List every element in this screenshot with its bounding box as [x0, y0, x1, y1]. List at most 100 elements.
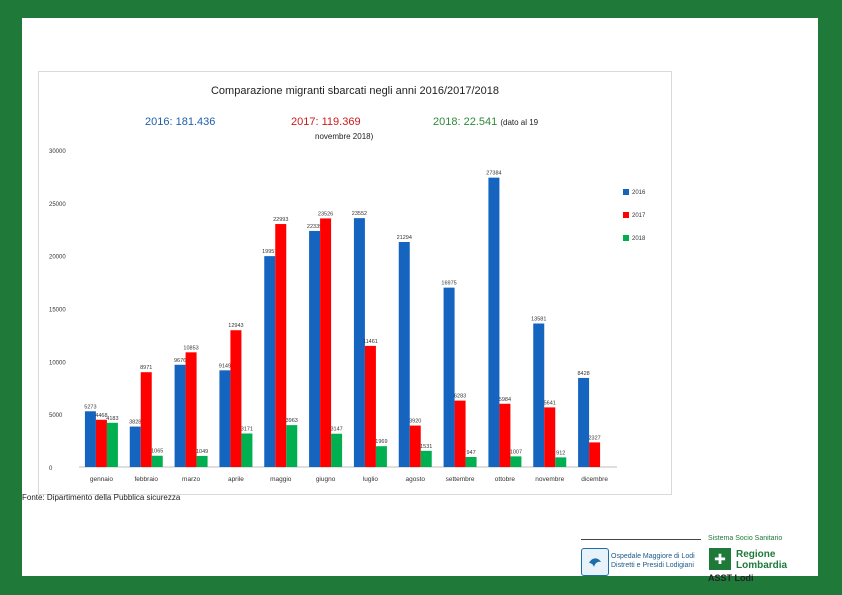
data-label: 22339 — [307, 224, 322, 230]
bar-2016-novembre — [533, 323, 545, 467]
bar-2017-luglio — [364, 345, 376, 467]
region-line2: Lombardia — [736, 560, 788, 571]
x-tick-label: gennaio — [90, 476, 114, 483]
data-label: 1065 — [151, 449, 163, 455]
source-note: Fonte: Dipartimento della Pubblica sicur… — [22, 493, 181, 502]
data-label: 3828 — [129, 420, 141, 426]
legend-label: 2016 — [632, 190, 646, 196]
total-2017-value: 119.369 — [321, 116, 361, 128]
total-2018-note: (dato al 19 — [500, 118, 539, 127]
data-label: 6283 — [454, 394, 466, 400]
data-label: 947 — [466, 450, 475, 456]
data-label: 27384 — [486, 171, 501, 177]
data-label: 16975 — [441, 281, 456, 287]
data-label: 1531 — [420, 444, 432, 450]
data-label: 9149 — [219, 363, 231, 369]
hospital-name: Ospedale Maggiore di Lodi Distretti e Pr… — [611, 552, 701, 570]
data-label: 8971 — [140, 365, 152, 371]
bar-2017-agosto — [409, 425, 421, 467]
data-label: 3920 — [409, 419, 421, 425]
bar-2016-maggio — [264, 256, 276, 467]
data-label: 23552 — [352, 211, 367, 217]
bar-2016-giugno — [309, 230, 321, 467]
bar-2018-agosto — [420, 450, 432, 467]
data-label: 3963 — [286, 418, 298, 424]
bar-2018-marzo — [196, 455, 208, 467]
chart-container: Comparazione migranti sbarcati negli ann… — [38, 71, 672, 495]
total-2018-label: 2018 — [433, 116, 458, 128]
total-2016-value: 181.436 — [175, 116, 216, 128]
data-label: 8428 — [577, 371, 589, 377]
data-label: 1969 — [375, 439, 387, 445]
total-2017-label: 2017 — [291, 116, 316, 128]
data-label: 19957 — [262, 249, 277, 255]
data-label: 22993 — [273, 217, 288, 223]
bar-2018-maggio — [286, 425, 298, 467]
data-label: 5641 — [544, 400, 556, 406]
legend-swatch-2017 — [623, 212, 629, 218]
bar-2016-aprile — [219, 370, 231, 467]
y-tick-label: 5000 — [49, 413, 63, 419]
bar-2017-gennaio — [95, 419, 107, 467]
data-label: 12943 — [228, 323, 243, 329]
data-label: 1007 — [510, 449, 522, 455]
total-2018-value: 22.541 — [463, 116, 498, 128]
bar-2018-febbraio — [151, 455, 163, 467]
data-label: 4468 — [95, 413, 107, 419]
x-tick-label: aprile — [228, 476, 244, 483]
bar-2016-settembre — [443, 287, 455, 467]
x-tick-label: novembre — [535, 476, 564, 483]
bar-2017-settembre — [454, 400, 466, 467]
bar-2017-dicembre — [589, 442, 601, 467]
data-label: 13581 — [531, 316, 546, 322]
hospital-line2: Distretti e Presidi Lodigiani — [611, 562, 694, 569]
bar-2017-febbraio — [140, 372, 152, 467]
bar-2018-settembre — [465, 456, 477, 467]
data-label: 10853 — [183, 345, 198, 351]
asst-label: ASST Lodi — [708, 573, 754, 583]
total-2018-note-cont: novembre 2018) — [315, 132, 374, 141]
bar-2017-novembre — [544, 407, 556, 467]
bar-2016-marzo — [174, 364, 186, 467]
data-label: 3171 — [241, 426, 253, 432]
total-2016-label: 2016 — [145, 116, 170, 128]
legend-label: 2017 — [632, 213, 646, 219]
bar-2016-gennaio — [84, 411, 96, 467]
y-tick-label: 0 — [49, 466, 53, 472]
bar-2017-marzo — [185, 352, 197, 467]
data-label: 9676 — [174, 358, 186, 364]
total-2018: 2018: 22.541 (dato al 19 — [433, 116, 539, 128]
data-label: 3147 — [330, 427, 342, 433]
x-tick-label: maggio — [270, 476, 292, 483]
bar-2017-aprile — [230, 330, 242, 467]
bar-2016-luglio — [353, 218, 365, 467]
bar-2018-luglio — [375, 446, 387, 467]
hospital-line1: Ospedale Maggiore di Lodi — [611, 553, 695, 560]
total-2017: 2017: 119.369 — [291, 116, 361, 128]
x-tick-label: giugno — [316, 476, 336, 483]
region-name: Regione Lombardia — [736, 549, 787, 571]
data-label: 23526 — [318, 211, 333, 217]
bar-2016-dicembre — [578, 377, 590, 467]
legend-swatch-2018 — [623, 235, 629, 241]
bar-2016-agosto — [398, 241, 410, 467]
x-tick-label: febbraio — [135, 476, 159, 483]
bar-2017-ottobre — [499, 403, 511, 467]
legend-label: 2018 — [632, 236, 646, 242]
bar-2017-maggio — [275, 224, 287, 467]
hospital-logo-icon — [581, 548, 609, 576]
slide: Comparazione migranti sbarcati negli ann… — [22, 18, 818, 583]
data-label: 11461 — [363, 339, 378, 345]
x-tick-label: dicembre — [581, 476, 608, 483]
x-tick-label: agosto — [405, 476, 425, 483]
data-label: 21294 — [397, 235, 412, 241]
data-label: 1049 — [196, 449, 208, 455]
x-tick-label: ottobre — [495, 476, 516, 483]
y-tick-label: 10000 — [49, 360, 66, 366]
y-tick-label: 20000 — [49, 255, 66, 261]
region-line1: Regione — [736, 549, 776, 560]
y-tick-label: 25000 — [49, 202, 66, 208]
data-label: 2327 — [588, 435, 600, 441]
ssr-label: Sistema Socio Sanitario — [708, 535, 783, 542]
bar-2018-gennaio — [106, 422, 118, 467]
